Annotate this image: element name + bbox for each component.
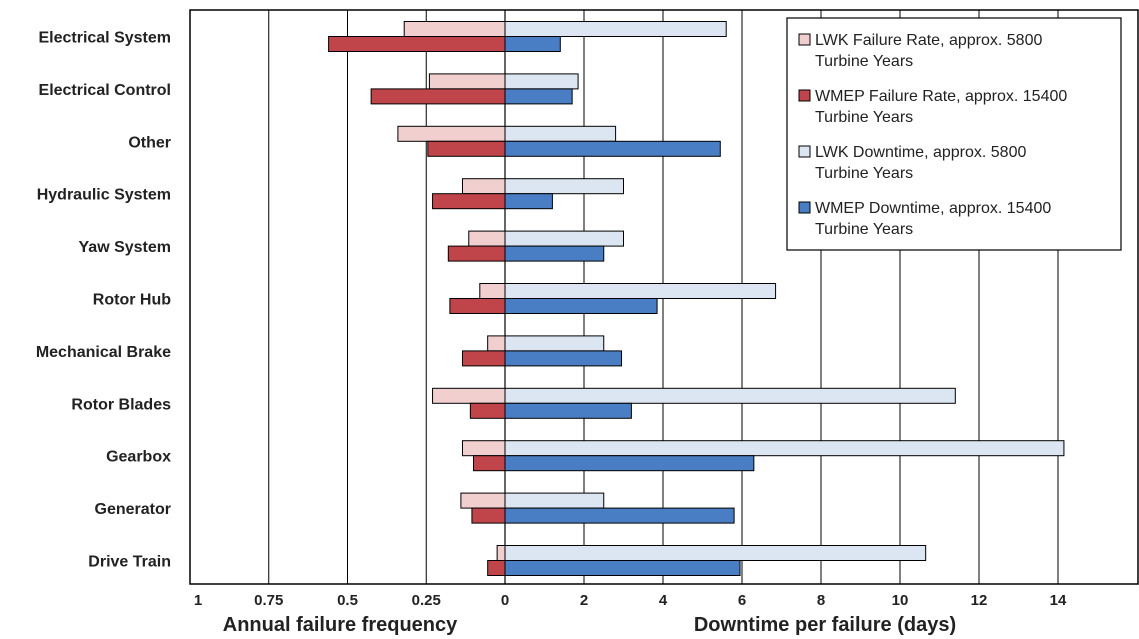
failure-rate-bar (469, 402, 506, 419)
right-axis-label: Downtime per failure (days) (694, 614, 956, 636)
category-label: Electrical Control (39, 82, 171, 99)
right-tick-label: 10 (892, 592, 909, 609)
right-tick-label: 6 (738, 592, 746, 609)
downtime-bar (504, 73, 579, 90)
legend-label: WMEP Downtime, approx. 15400 (815, 200, 1051, 217)
legend-box (786, 17, 1122, 251)
downtime-bar (504, 88, 573, 105)
failure-rate-bar (403, 21, 506, 37)
legend-swatch (798, 89, 811, 102)
category-label: Yaw System (79, 239, 172, 256)
downtime-bar (504, 21, 727, 37)
legend-swatch (798, 145, 811, 158)
right-tick-label: 12 (971, 592, 988, 609)
failure-rate-bar (487, 560, 506, 576)
legend-label: LWK Downtime, approx. 5800 (815, 144, 1026, 161)
left-tick-label: 0.75 (254, 592, 283, 609)
category-labels: Electrical System Electrical Control Other… (36, 30, 171, 571)
downtime-bar (504, 298, 658, 314)
legend-label-continued: Turbine Years (815, 165, 913, 182)
legend-label-continued: Turbine Years (815, 109, 913, 126)
category-label: Rotor Blades (71, 396, 171, 413)
legend-label-continued: Turbine Years (815, 53, 913, 70)
category-label: Generator (95, 501, 171, 518)
downtime-bar (504, 455, 755, 472)
downtime-bar (504, 560, 741, 576)
failure-rate-bar (328, 36, 506, 52)
right-tick-label: 8 (817, 592, 825, 609)
left-tick-label: 0.5 (337, 592, 358, 609)
downtime-bar (504, 36, 561, 52)
downtime-bar (504, 402, 632, 419)
left-axis-label: Annual failure frequency (223, 614, 458, 636)
right-tick-label: 4 (659, 592, 668, 609)
category-label: Other (128, 134, 171, 151)
plot-frame (189, 9, 1139, 585)
failure-rate-bar (427, 140, 506, 157)
left-tick-label: 0 (501, 592, 509, 609)
legend: LWK Failure Rate, approx. 5800 Turbine Ye… (786, 17, 1122, 251)
failure-rate-bar (370, 88, 506, 105)
failure-rate-bar (447, 245, 506, 262)
failure-rate-bar (479, 283, 506, 299)
failure-rate-bar (432, 193, 506, 210)
tick-labels: 1 0.75 0.5 0.25 0 2 4 6 8 10 12 14 (194, 592, 1067, 609)
left-tick-label: 1 (194, 592, 202, 609)
downtime-bar (504, 193, 553, 210)
right-tick-label: 14 (1050, 592, 1067, 609)
downtime-bar (504, 335, 605, 352)
downtime-bar (504, 245, 605, 262)
failure-rate-bar (449, 298, 506, 314)
legend-swatch (798, 201, 811, 214)
category-label: Gearbox (106, 449, 171, 466)
downtime-bar (504, 545, 927, 561)
downtime-bar (504, 387, 956, 404)
failure-rate-bar (461, 350, 506, 367)
category-label: Drive Train (88, 554, 171, 571)
downtime-bar (504, 140, 721, 157)
legend-label: WMEP Failure Rate, approx. 15400 (815, 88, 1067, 105)
failure-rate-bar (428, 73, 506, 90)
legend-label: LWK Failure Rate, approx. 5800 (815, 32, 1042, 49)
bars (328, 21, 1065, 576)
left-tick-label: 0.25 (412, 592, 441, 609)
category-label: Mechanical Brake (36, 344, 171, 361)
downtime-bar (504, 178, 624, 195)
failure-rate-bar (471, 507, 506, 524)
downtime-bar (504, 492, 605, 509)
category-label: Rotor Hub (93, 292, 171, 309)
failure-rate-bar (432, 387, 506, 404)
failure-rate-bar (461, 440, 506, 457)
downtime-bar (504, 350, 623, 367)
legend-label-continued: Turbine Years (815, 221, 913, 238)
failure-rate-bar (496, 545, 506, 561)
failure-rate-bar (468, 230, 506, 247)
failure-rate-bar (473, 455, 506, 472)
legend-swatch (798, 33, 811, 46)
downtime-bar (504, 283, 777, 299)
category-label: Electrical System (38, 30, 171, 47)
failure-rate-bar (461, 178, 506, 195)
right-tick-label: 2 (580, 592, 588, 609)
downtime-bar (504, 125, 617, 142)
failure-rate-bar (460, 492, 506, 509)
category-label: Hydraulic System (37, 187, 171, 204)
failure-rate-bar (397, 125, 506, 142)
downtime-bar (504, 507, 735, 524)
downtime-bar (504, 230, 624, 247)
failure-rate-bar (487, 335, 506, 352)
downtime-bar (504, 440, 1065, 457)
